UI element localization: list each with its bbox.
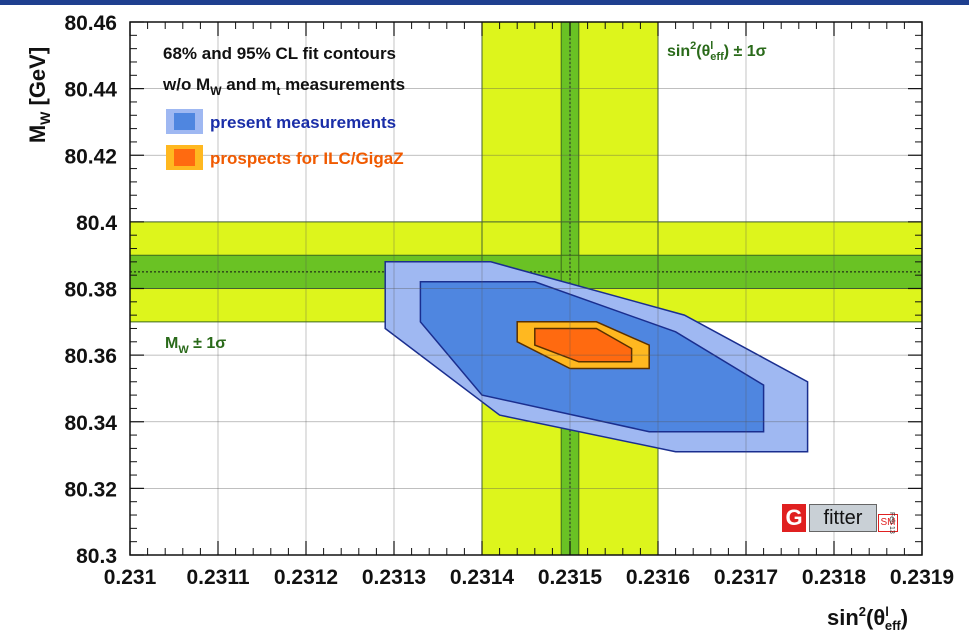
- y-tick-label-5: 80.4: [76, 212, 117, 235]
- x-tick-label-5: 0.2315: [538, 566, 603, 589]
- x-tick-label-4: 0.2314: [450, 566, 515, 589]
- y-axis-title: MW [GeV]: [25, 47, 53, 143]
- legend-label-prospects: prospects for ILC/GigaZ: [210, 149, 404, 168]
- legend: 68% and 95% CL fit contours w/o MW and m…: [162, 44, 405, 170]
- header-bar: [0, 0, 969, 5]
- y-tick-label-0: 80.3: [76, 545, 117, 568]
- x-tick-label-7: 0.2317: [714, 566, 778, 589]
- x-tick-label-6: 0.2316: [626, 566, 690, 589]
- gfitter-logo: G fitter SM Feb 13: [782, 500, 912, 536]
- x-tick-label-2: 0.2312: [274, 566, 338, 589]
- legend-title-line2: w/o MW and mt measurements: [162, 75, 405, 98]
- y-band-label: MW ± 1σ: [165, 335, 226, 356]
- logo-sm-box: SM: [878, 514, 898, 532]
- x-tick-label-9: 0.2319: [890, 566, 954, 589]
- grid-lines: [130, 22, 922, 555]
- x-axis-title: sin2(θl eff): [827, 604, 908, 630]
- logo-fitter-text: fitter: [809, 504, 877, 532]
- x-tick-label-0: 0.231: [104, 566, 157, 589]
- y-tick-label-4: 80.38: [64, 279, 117, 302]
- contours: [384, 261, 809, 453]
- y-tick-label-6: 80.42: [64, 145, 117, 168]
- legend-swatch-present: [166, 109, 203, 134]
- y-tick-label-1: 80.32: [64, 478, 117, 501]
- legend-label-present: present measurements: [210, 113, 396, 132]
- y-tick-label-8: 80.46: [64, 12, 117, 35]
- contour-68-series-1: [534, 327, 633, 363]
- x-tick-label-1: 0.2311: [186, 566, 249, 589]
- x-band-label: sin2(θl eff) ± 1σ: [667, 40, 767, 63]
- y-tick-label-2: 80.34: [64, 412, 117, 435]
- y-tick-label-7: 80.44: [64, 79, 117, 102]
- logo-date: Feb 13: [888, 512, 895, 534]
- axis-ticks: 0.231 0.2311 0.2312 0.2313 0.2314 0.2315 0.231…: [64, 12, 954, 589]
- x-tick-label-3: 0.2313: [362, 566, 426, 589]
- logo-g-box: G: [782, 504, 806, 532]
- legend-title-line1: 68% and 95% CL fit contours: [163, 44, 396, 63]
- legend-swatch-prospects: [166, 145, 203, 170]
- y-tick-label-3: 80.36: [64, 345, 117, 368]
- x-tick-label-8: 0.2318: [802, 566, 867, 589]
